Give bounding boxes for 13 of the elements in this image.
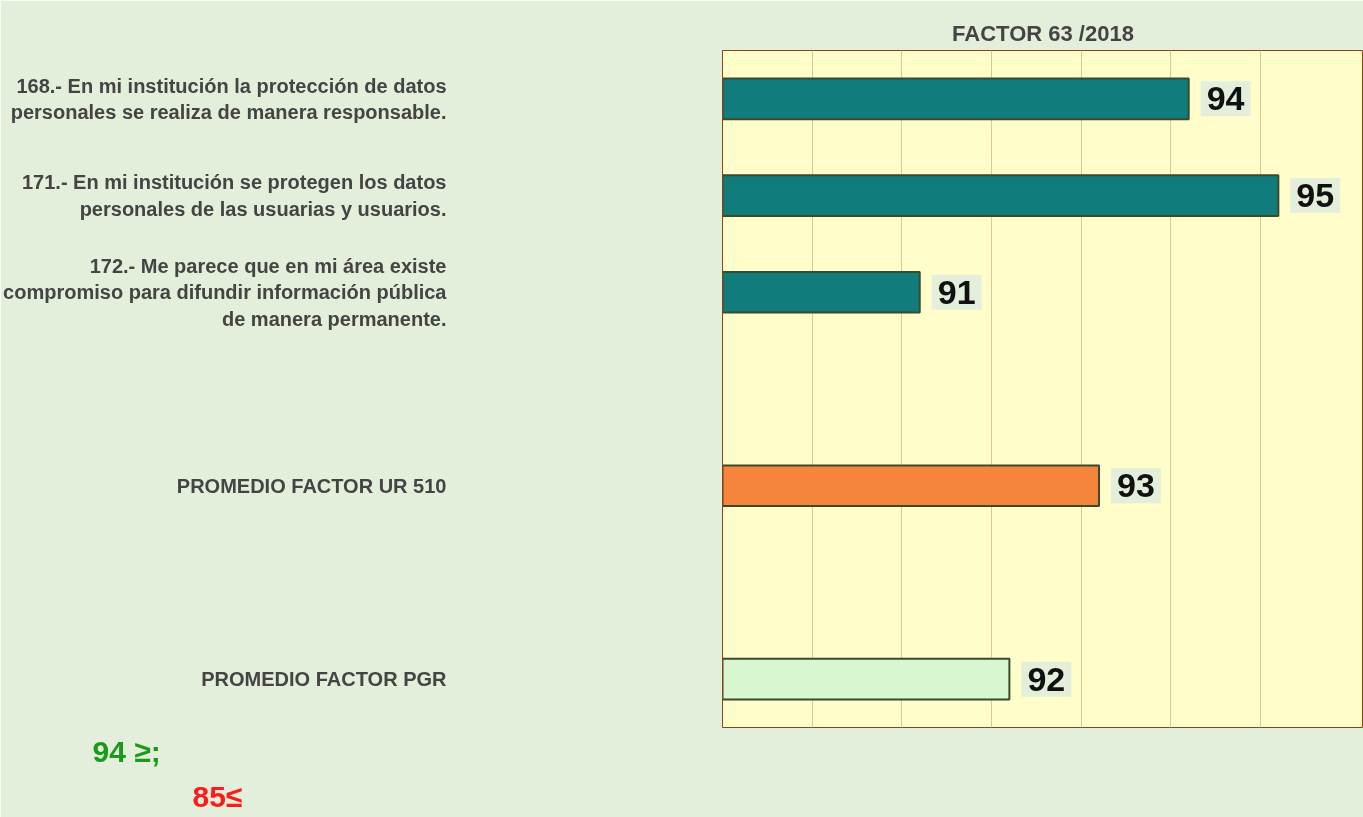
text: 94 ≥; bbox=[92, 734, 161, 768]
y-tick-label: 172.- Me parece que en mi área existe compromiso para difundir información pública de manera permanente. bbox=[3, 254, 448, 330]
y-tick-label: PROMEDIO FACTOR UR 510 bbox=[176, 474, 447, 497]
data-label: 94 bbox=[1206, 79, 1245, 118]
data-label: 91 bbox=[937, 272, 976, 311]
data-label: 95 bbox=[1296, 176, 1335, 215]
data-label: 93 bbox=[1117, 466, 1155, 505]
chart-title: FACTOR 63 /2018 bbox=[952, 20, 1134, 46]
y-tick-label: PROMEDIO FACTOR PGR bbox=[201, 668, 448, 691]
data-label: 92 bbox=[1027, 659, 1066, 698]
y-tick-label: 168.- En mi institución la protección de datos personales se realiza de manera responsable. bbox=[10, 74, 447, 124]
text: 85≤ bbox=[192, 779, 243, 813]
y-tick-label: 171.- En mi institución se protegen los datos personales de las usuarias y usuarios. bbox=[21, 171, 447, 220]
